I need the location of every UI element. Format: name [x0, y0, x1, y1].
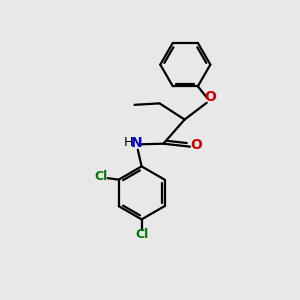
Text: O: O	[190, 138, 202, 152]
Text: Cl: Cl	[135, 228, 148, 241]
Text: H: H	[123, 136, 133, 149]
Text: Cl: Cl	[94, 170, 108, 183]
Text: N: N	[130, 136, 142, 149]
Text: O: O	[204, 91, 216, 104]
